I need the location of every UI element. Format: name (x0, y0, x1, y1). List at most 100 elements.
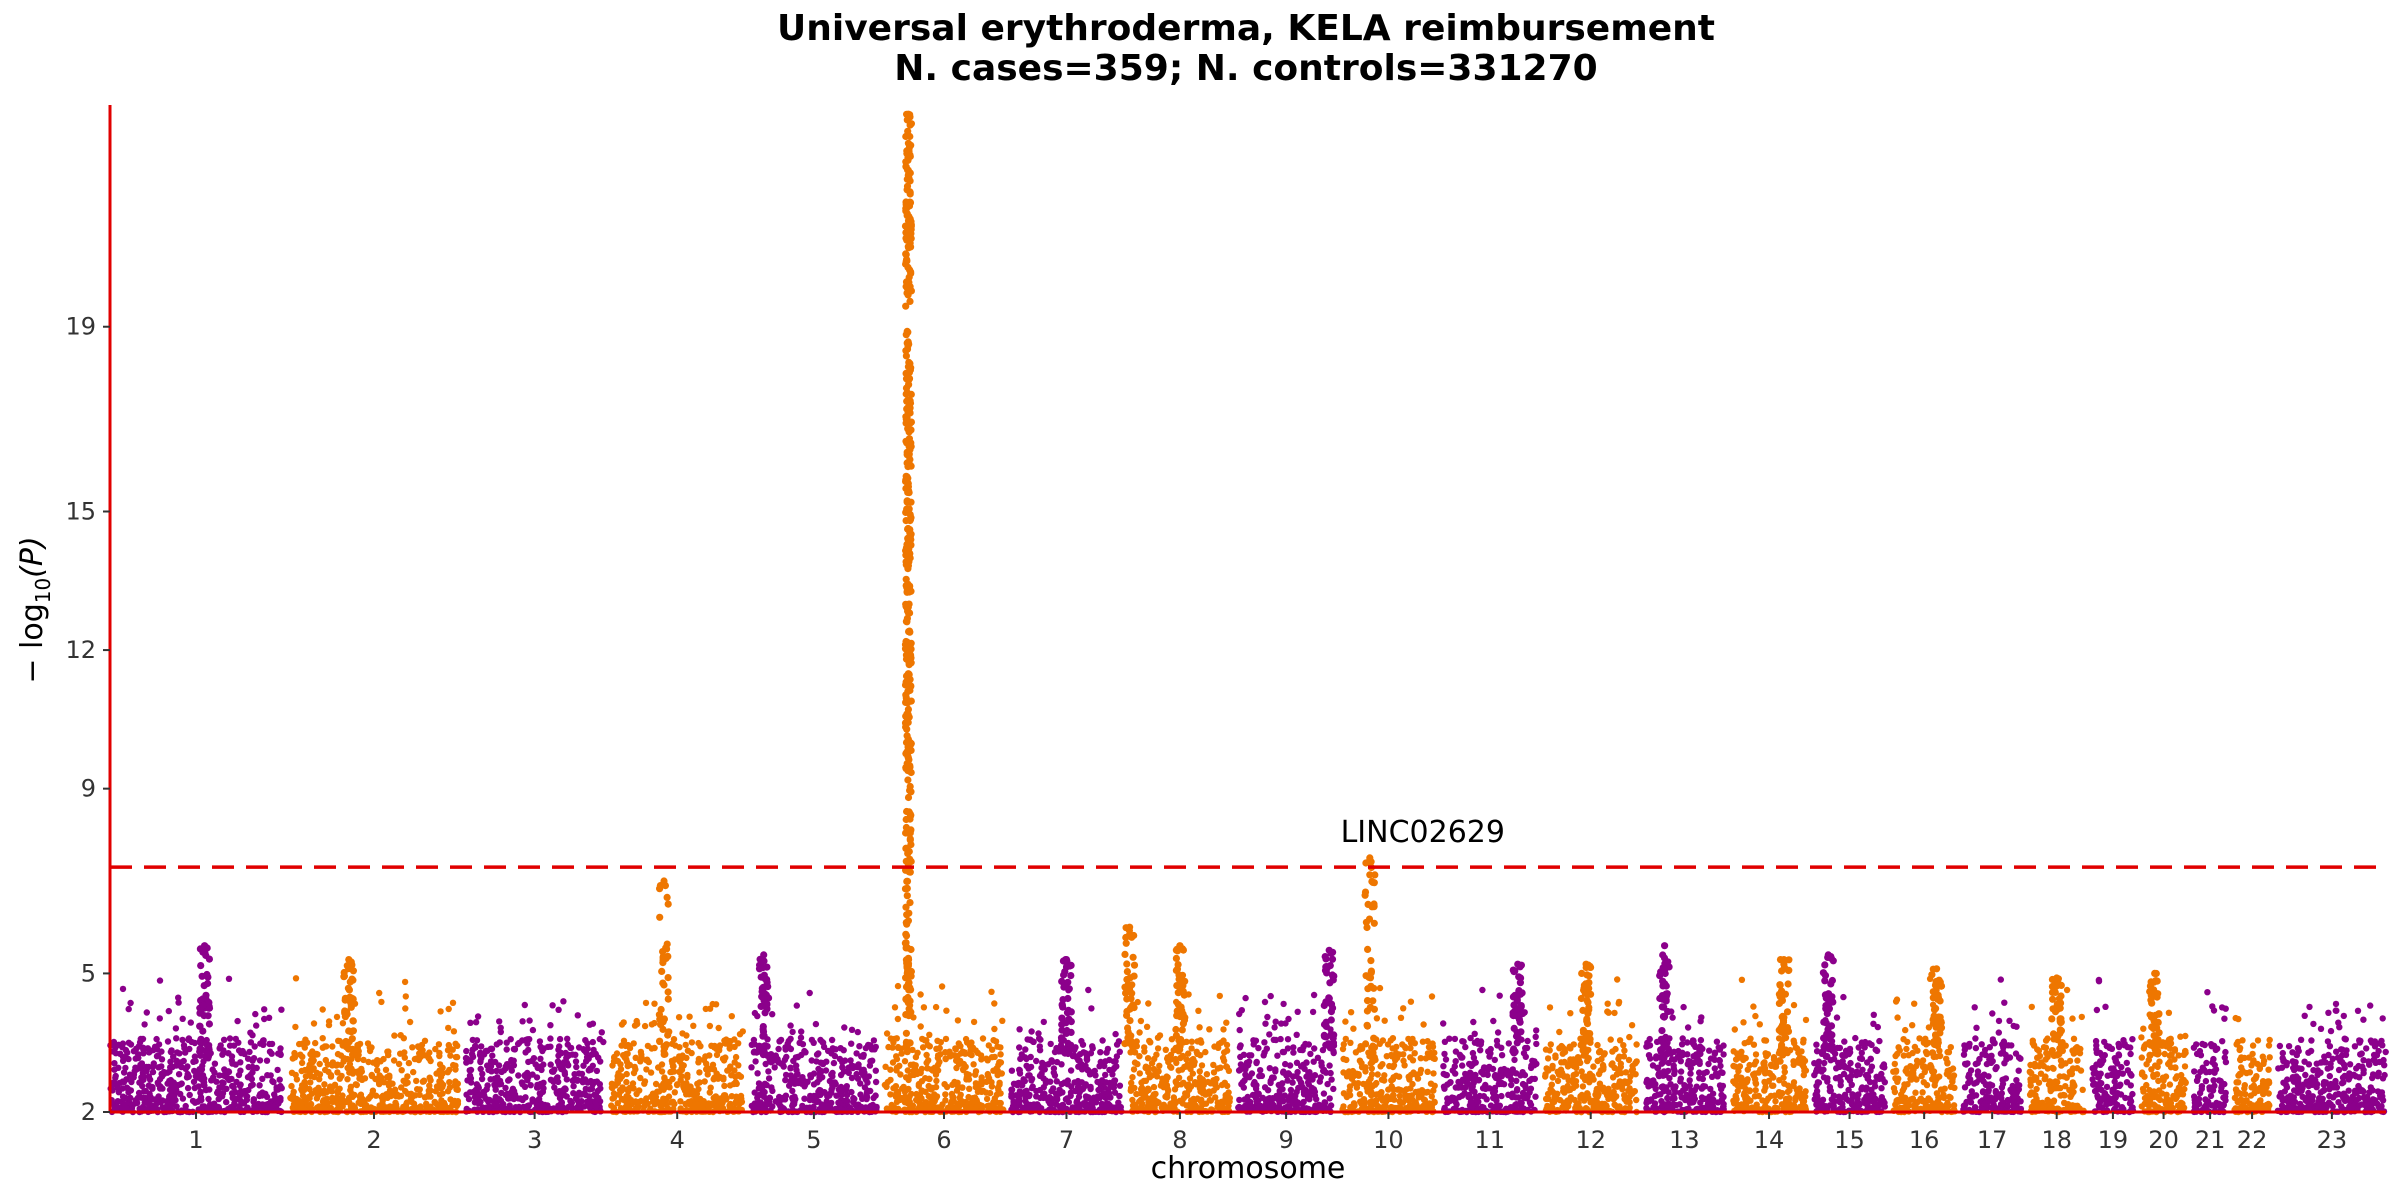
snp-point (292, 975, 300, 982)
snp-point (1590, 1063, 1597, 1070)
snp-point (848, 1088, 855, 1096)
snp-point (1493, 1102, 1500, 1110)
snp-point (1466, 1060, 1473, 1068)
snp-point (765, 1068, 772, 1075)
snp-point (750, 1036, 758, 1044)
snp-point (214, 1103, 222, 1111)
snp-point (1103, 1100, 1111, 1107)
snp-point (403, 1104, 410, 1112)
snp-point (522, 1094, 529, 1101)
snp-point (766, 1094, 774, 1102)
snp-point (564, 1041, 571, 1048)
snp-point (1305, 1041, 1313, 1048)
snp-point (297, 1101, 305, 1108)
snp-point (319, 1006, 326, 1013)
snp-point (1284, 1036, 1292, 1043)
snp-point (233, 1078, 240, 1086)
snp-point (1347, 1039, 1354, 1047)
snp-point (1082, 1093, 1090, 1100)
snp-point (969, 1097, 977, 1105)
snp-point (185, 1073, 192, 1080)
snp-point (1177, 1054, 1184, 1062)
snp-point (720, 1074, 727, 1082)
snp-point (848, 1040, 855, 1047)
snp-point (781, 1056, 789, 1064)
snp-point (142, 1094, 149, 1102)
snp-point (1255, 1104, 1262, 1111)
snp-point (1484, 1066, 1491, 1074)
snp-point (553, 1075, 560, 1082)
snp-point (329, 1043, 336, 1050)
snp-point (1185, 1086, 1193, 1093)
snp-point (1221, 1049, 1228, 1056)
snp-point (321, 1043, 328, 1050)
snp-point (620, 1037, 628, 1045)
snp-point (1712, 1070, 1720, 1077)
snp-point (1683, 1091, 1690, 1099)
snp-point (321, 1088, 329, 1095)
snp-point (1082, 1082, 1089, 1090)
snp-point (301, 1044, 308, 1051)
snp-point (726, 1045, 733, 1052)
snp-point (1161, 1105, 1168, 1112)
snp-point (701, 1078, 708, 1085)
snp-point (121, 1101, 128, 1108)
snp-point (1395, 1086, 1402, 1093)
snp-point (821, 1089, 828, 1096)
snp-point (883, 1083, 890, 1091)
snp-point (913, 1096, 920, 1104)
snp-point (191, 1067, 198, 1075)
snp-point (1710, 1096, 1717, 1104)
snp-point (706, 1022, 714, 1030)
snp-point (613, 1050, 621, 1057)
snp-point (751, 1089, 758, 1096)
snp-point (1112, 1030, 1119, 1038)
snp-point (1615, 998, 1623, 1006)
snp-point (1469, 1049, 1477, 1057)
snp-point (186, 1045, 193, 1053)
snp-point (547, 1061, 554, 1068)
snp-point (466, 1072, 474, 1079)
snp-point (1021, 1054, 1029, 1061)
snp-point (988, 988, 995, 995)
snp-point (1605, 1085, 1612, 1093)
snp-point (1511, 1056, 1518, 1064)
snp-point (1287, 1086, 1295, 1094)
snp-point (327, 1083, 334, 1090)
snp-point (1214, 1065, 1222, 1072)
snp-point (1567, 1010, 1574, 1017)
snp-point (1280, 1000, 1287, 1008)
snp-point (719, 1055, 727, 1062)
snp-point (1293, 1072, 1300, 1080)
snp-point (1678, 1041, 1686, 1048)
snp-point (688, 1039, 696, 1046)
snp-point (234, 1017, 241, 1025)
chromosome-points-14 (1730, 976, 1810, 1116)
snp-point (1459, 1038, 1466, 1045)
snp-point (1381, 1017, 1388, 1024)
snp-point (416, 1050, 423, 1057)
snp-point (1274, 1052, 1281, 1059)
snp-point (798, 1028, 805, 1035)
snp-point (368, 1071, 375, 1079)
snp-point (119, 1085, 126, 1092)
snp-point (256, 1082, 263, 1089)
snp-point (1633, 1041, 1640, 1048)
snp-point (1350, 1025, 1357, 1032)
snp-point (1475, 1077, 1482, 1084)
snp-point (1289, 1079, 1296, 1086)
snp-point (1393, 1072, 1400, 1080)
snp-point (870, 1037, 878, 1044)
snp-point (644, 1100, 651, 1107)
snp-point (276, 1049, 284, 1057)
snp-point (1431, 1098, 1438, 1106)
snp-point (431, 1099, 438, 1106)
snp-point (578, 1098, 585, 1105)
snp-point (697, 1095, 704, 1103)
snp-point (1368, 1065, 1376, 1072)
snp-point (1210, 1069, 1218, 1076)
snp-point (1247, 1102, 1254, 1109)
snp-point (894, 982, 902, 990)
snp-point (316, 1076, 323, 1083)
